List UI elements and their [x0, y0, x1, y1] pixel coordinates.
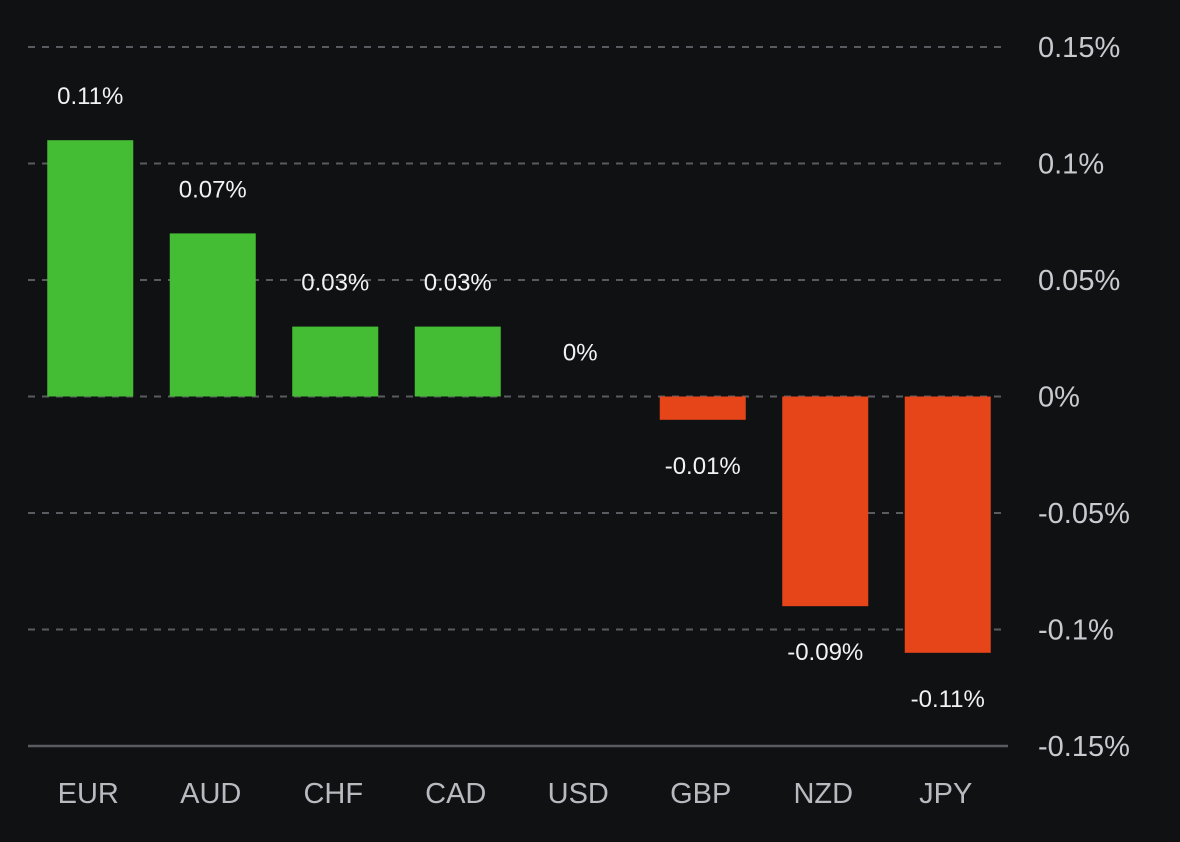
data-label: -0.01% [665, 453, 741, 480]
x-axis-labels: EUR AUD CHF CAD USD GBP NZD JPY [58, 778, 973, 810]
x-tick-label: NZD [793, 778, 853, 810]
y-tick-label: -0.15% [1038, 731, 1130, 763]
bar-cad[interactable] [414, 326, 501, 397]
data-labels: 0.11% 0.07% 0.03% 0.03% 0% -0.01% -0.09% -0.11% [57, 83, 985, 713]
x-tick-label: GBP [670, 778, 731, 810]
x-tick-label: JPY [919, 778, 972, 810]
x-tick-label: EUR [58, 778, 119, 810]
y-tick-label: -0.1% [1038, 615, 1114, 647]
x-tick-label: USD [548, 778, 609, 810]
bar-aud[interactable] [169, 233, 256, 397]
data-label: 0% [563, 340, 598, 367]
y-tick-label: 0.1% [1038, 149, 1104, 181]
data-label: -0.11% [911, 686, 985, 713]
x-tick-label: CHF [303, 778, 363, 810]
y-axis-labels: 0.15% 0.1% 0.05% 0% -0.05% -0.1% -0.15% [1038, 32, 1130, 763]
data-label: 0.03% [301, 270, 369, 297]
data-label: -0.09% [787, 639, 863, 666]
data-label: 0.11% [57, 83, 123, 110]
x-tick-label: CAD [425, 778, 486, 810]
bars [47, 140, 991, 653]
bar-eur[interactable] [47, 140, 134, 397]
y-tick-label: 0% [1038, 382, 1080, 414]
y-tick-label: 0.05% [1038, 265, 1120, 297]
bar-jpy[interactable] [904, 396, 991, 653]
data-label: 0.07% [179, 176, 247, 203]
bar-chf[interactable] [292, 326, 379, 397]
bar-gbp[interactable] [659, 396, 746, 420]
y-tick-label: -0.05% [1038, 498, 1130, 530]
bar-nzd[interactable] [782, 396, 869, 607]
y-tick-label: 0.15% [1038, 32, 1120, 64]
x-tick-label: AUD [180, 778, 241, 810]
data-label: 0.03% [424, 270, 492, 297]
